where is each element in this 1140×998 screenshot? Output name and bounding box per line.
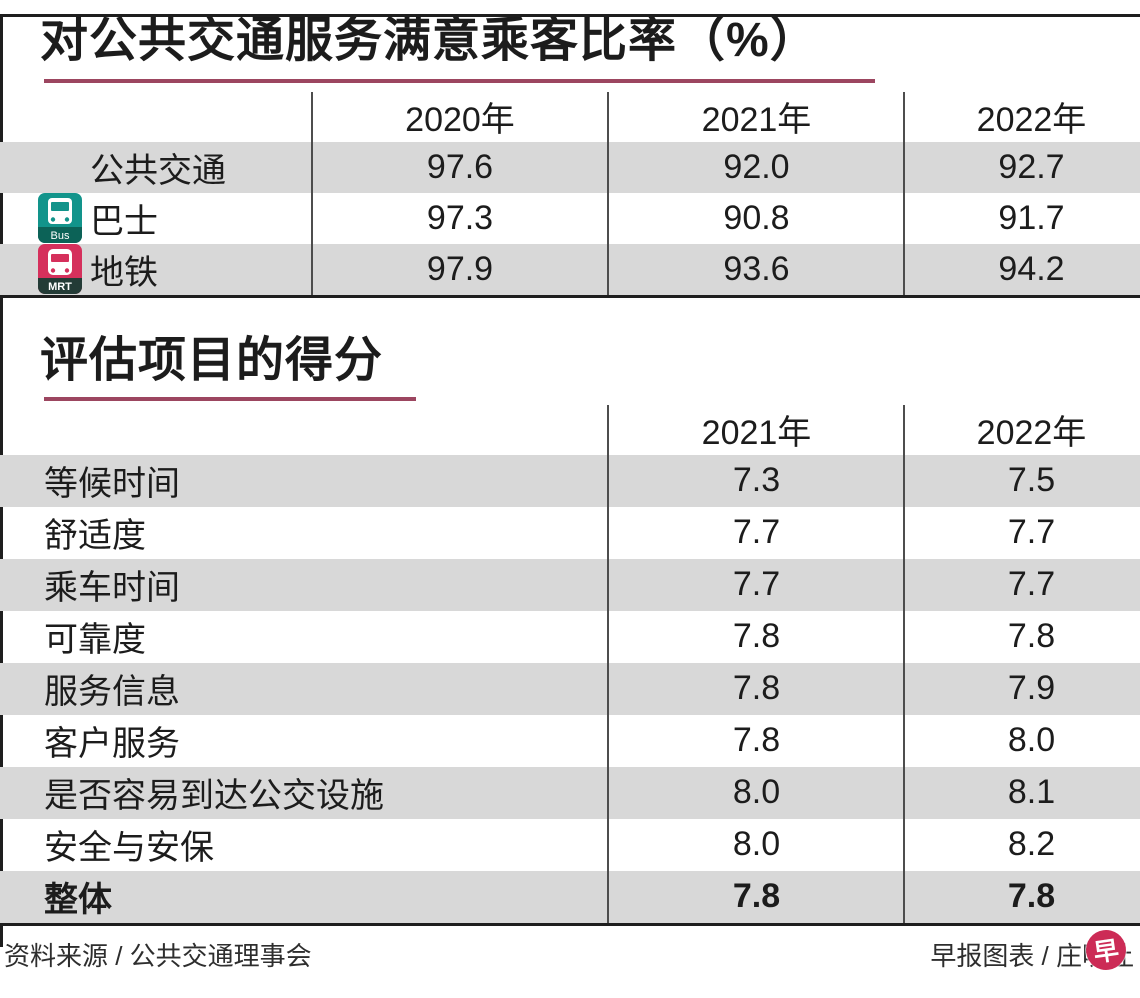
scores-table-header: 2021年 2022年 bbox=[0, 405, 1140, 455]
column-divider bbox=[607, 91, 609, 295]
cell-value: 7.8 bbox=[732, 721, 781, 759]
source-credit: 资料来源 / 公共交通理事会 bbox=[4, 940, 312, 971]
table-row: 舒适度 7.7 7.7 bbox=[0, 507, 1140, 559]
column-divider bbox=[607, 404, 609, 923]
cell-value: 97.6 bbox=[426, 147, 494, 186]
cell-value: 7.8 bbox=[732, 669, 781, 707]
cell-value: 94.2 bbox=[998, 249, 1065, 288]
section1-title: 对公共交通服务满意乘客比率（%） bbox=[40, 14, 819, 67]
row-label-text: 巴士 bbox=[90, 202, 158, 241]
cell-value: 8.0 bbox=[732, 773, 781, 811]
cell-value: 7.7 bbox=[1007, 513, 1056, 551]
cell-value: 7.7 bbox=[732, 565, 781, 603]
row-label-text: 地铁 bbox=[90, 253, 158, 292]
section2-title: 评估项目的得分 bbox=[40, 333, 384, 387]
cell-value: 92.0 bbox=[723, 147, 790, 186]
row-label: 公共交通 bbox=[90, 151, 226, 190]
bus-icon-label: Bus bbox=[51, 230, 70, 242]
satisfaction-table: 2020年 2021年 2022年 公共交通 97.6 92.0 92.7 Bu… bbox=[0, 91, 1140, 298]
header-empty-cell bbox=[0, 405, 608, 455]
table-row: 是否容易到达公交设施 8.0 8.1 bbox=[0, 766, 1140, 819]
cell-value: 7.5 bbox=[1007, 461, 1056, 499]
table-row: 客户服务 7.8 8.0 bbox=[0, 715, 1140, 767]
table-row-overall: 整体 7.8 7.8 bbox=[0, 870, 1140, 923]
mrt-icon-label: MRT bbox=[48, 281, 72, 293]
cell-value: 91.7 bbox=[998, 198, 1065, 237]
cell-value: 7.8 bbox=[732, 617, 781, 655]
column-header-2020: 2020年 bbox=[405, 101, 515, 140]
cell-value: 8.0 bbox=[732, 825, 781, 863]
cell-value: 90.8 bbox=[723, 198, 790, 237]
row-label: 安全与安保 bbox=[44, 829, 214, 867]
cell-value: 8.2 bbox=[1007, 825, 1056, 863]
cell-value: 7.7 bbox=[732, 513, 781, 551]
scores-table: 2021年 2022年 等候时间 7.3 7.5 舒适度 7.7 7.7 乘车时… bbox=[0, 404, 1140, 926]
row-label: 客户服务 bbox=[44, 725, 180, 763]
table-row: 可靠度 7.8 7.8 bbox=[0, 611, 1140, 663]
row-label: Bus 巴士 bbox=[0, 193, 312, 244]
cell-value: 8.0 bbox=[1007, 721, 1056, 759]
row-label: 服务信息 bbox=[44, 673, 180, 711]
table-row: 服务信息 7.8 7.9 bbox=[0, 662, 1140, 715]
table-row: 安全与安保 8.0 8.2 bbox=[0, 819, 1140, 871]
table-row: 乘车时间 7.7 7.7 bbox=[0, 558, 1140, 611]
section2-title-underline bbox=[44, 396, 416, 401]
section1-title-underline bbox=[44, 78, 875, 83]
cell-value: 7.8 bbox=[1007, 877, 1056, 915]
header-empty-cell bbox=[0, 92, 312, 142]
column-divider bbox=[903, 91, 905, 295]
cell-value: 7.8 bbox=[1007, 617, 1056, 655]
zaobao-logo-char: 早 bbox=[1091, 936, 1121, 968]
row-label: 整体 bbox=[44, 881, 112, 919]
footer: 资料来源 / 公共交通理事会 早报图表 / 庄明让 bbox=[0, 926, 1140, 973]
bus-icon: Bus bbox=[38, 193, 82, 244]
cell-value: 7.3 bbox=[732, 461, 781, 499]
cell-value: 7.8 bbox=[732, 877, 781, 915]
row-label: 等候时间 bbox=[44, 465, 180, 503]
satisfaction-table-header: 2020年 2021年 2022年 bbox=[0, 92, 1140, 142]
cell-value: 7.9 bbox=[1007, 669, 1056, 707]
cell-value: 92.7 bbox=[998, 147, 1065, 186]
cell-value: 97.3 bbox=[426, 198, 494, 237]
cell-value: 8.1 bbox=[1007, 773, 1056, 811]
table-row: Bus 巴士 97.3 90.8 91.7 bbox=[0, 193, 1140, 244]
row-label: MRT 地铁 bbox=[0, 244, 312, 295]
table-row: 等候时间 7.3 7.5 bbox=[0, 454, 1140, 507]
column-header-2021: 2021年 bbox=[701, 414, 812, 452]
column-header-2022: 2022年 bbox=[976, 101, 1087, 140]
cell-value: 7.7 bbox=[1007, 565, 1056, 603]
cell-value: 93.6 bbox=[723, 249, 790, 288]
mrt-icon: MRT bbox=[38, 244, 82, 295]
cell-value: 97.9 bbox=[426, 249, 494, 288]
column-divider bbox=[311, 91, 313, 295]
column-header-2022: 2022年 bbox=[976, 414, 1087, 452]
table-row: MRT 地铁 97.9 93.6 94.2 bbox=[0, 243, 1140, 295]
row-label: 乘车时间 bbox=[44, 569, 180, 607]
column-divider bbox=[903, 404, 905, 923]
table-row: 公共交通 97.6 92.0 92.7 bbox=[0, 141, 1140, 193]
top-border bbox=[0, 14, 1140, 17]
row-label: 舒适度 bbox=[44, 517, 146, 555]
row-label: 是否容易到达公交设施 bbox=[44, 777, 384, 815]
column-header-2021: 2021年 bbox=[701, 101, 812, 140]
row-label: 可靠度 bbox=[44, 621, 146, 659]
